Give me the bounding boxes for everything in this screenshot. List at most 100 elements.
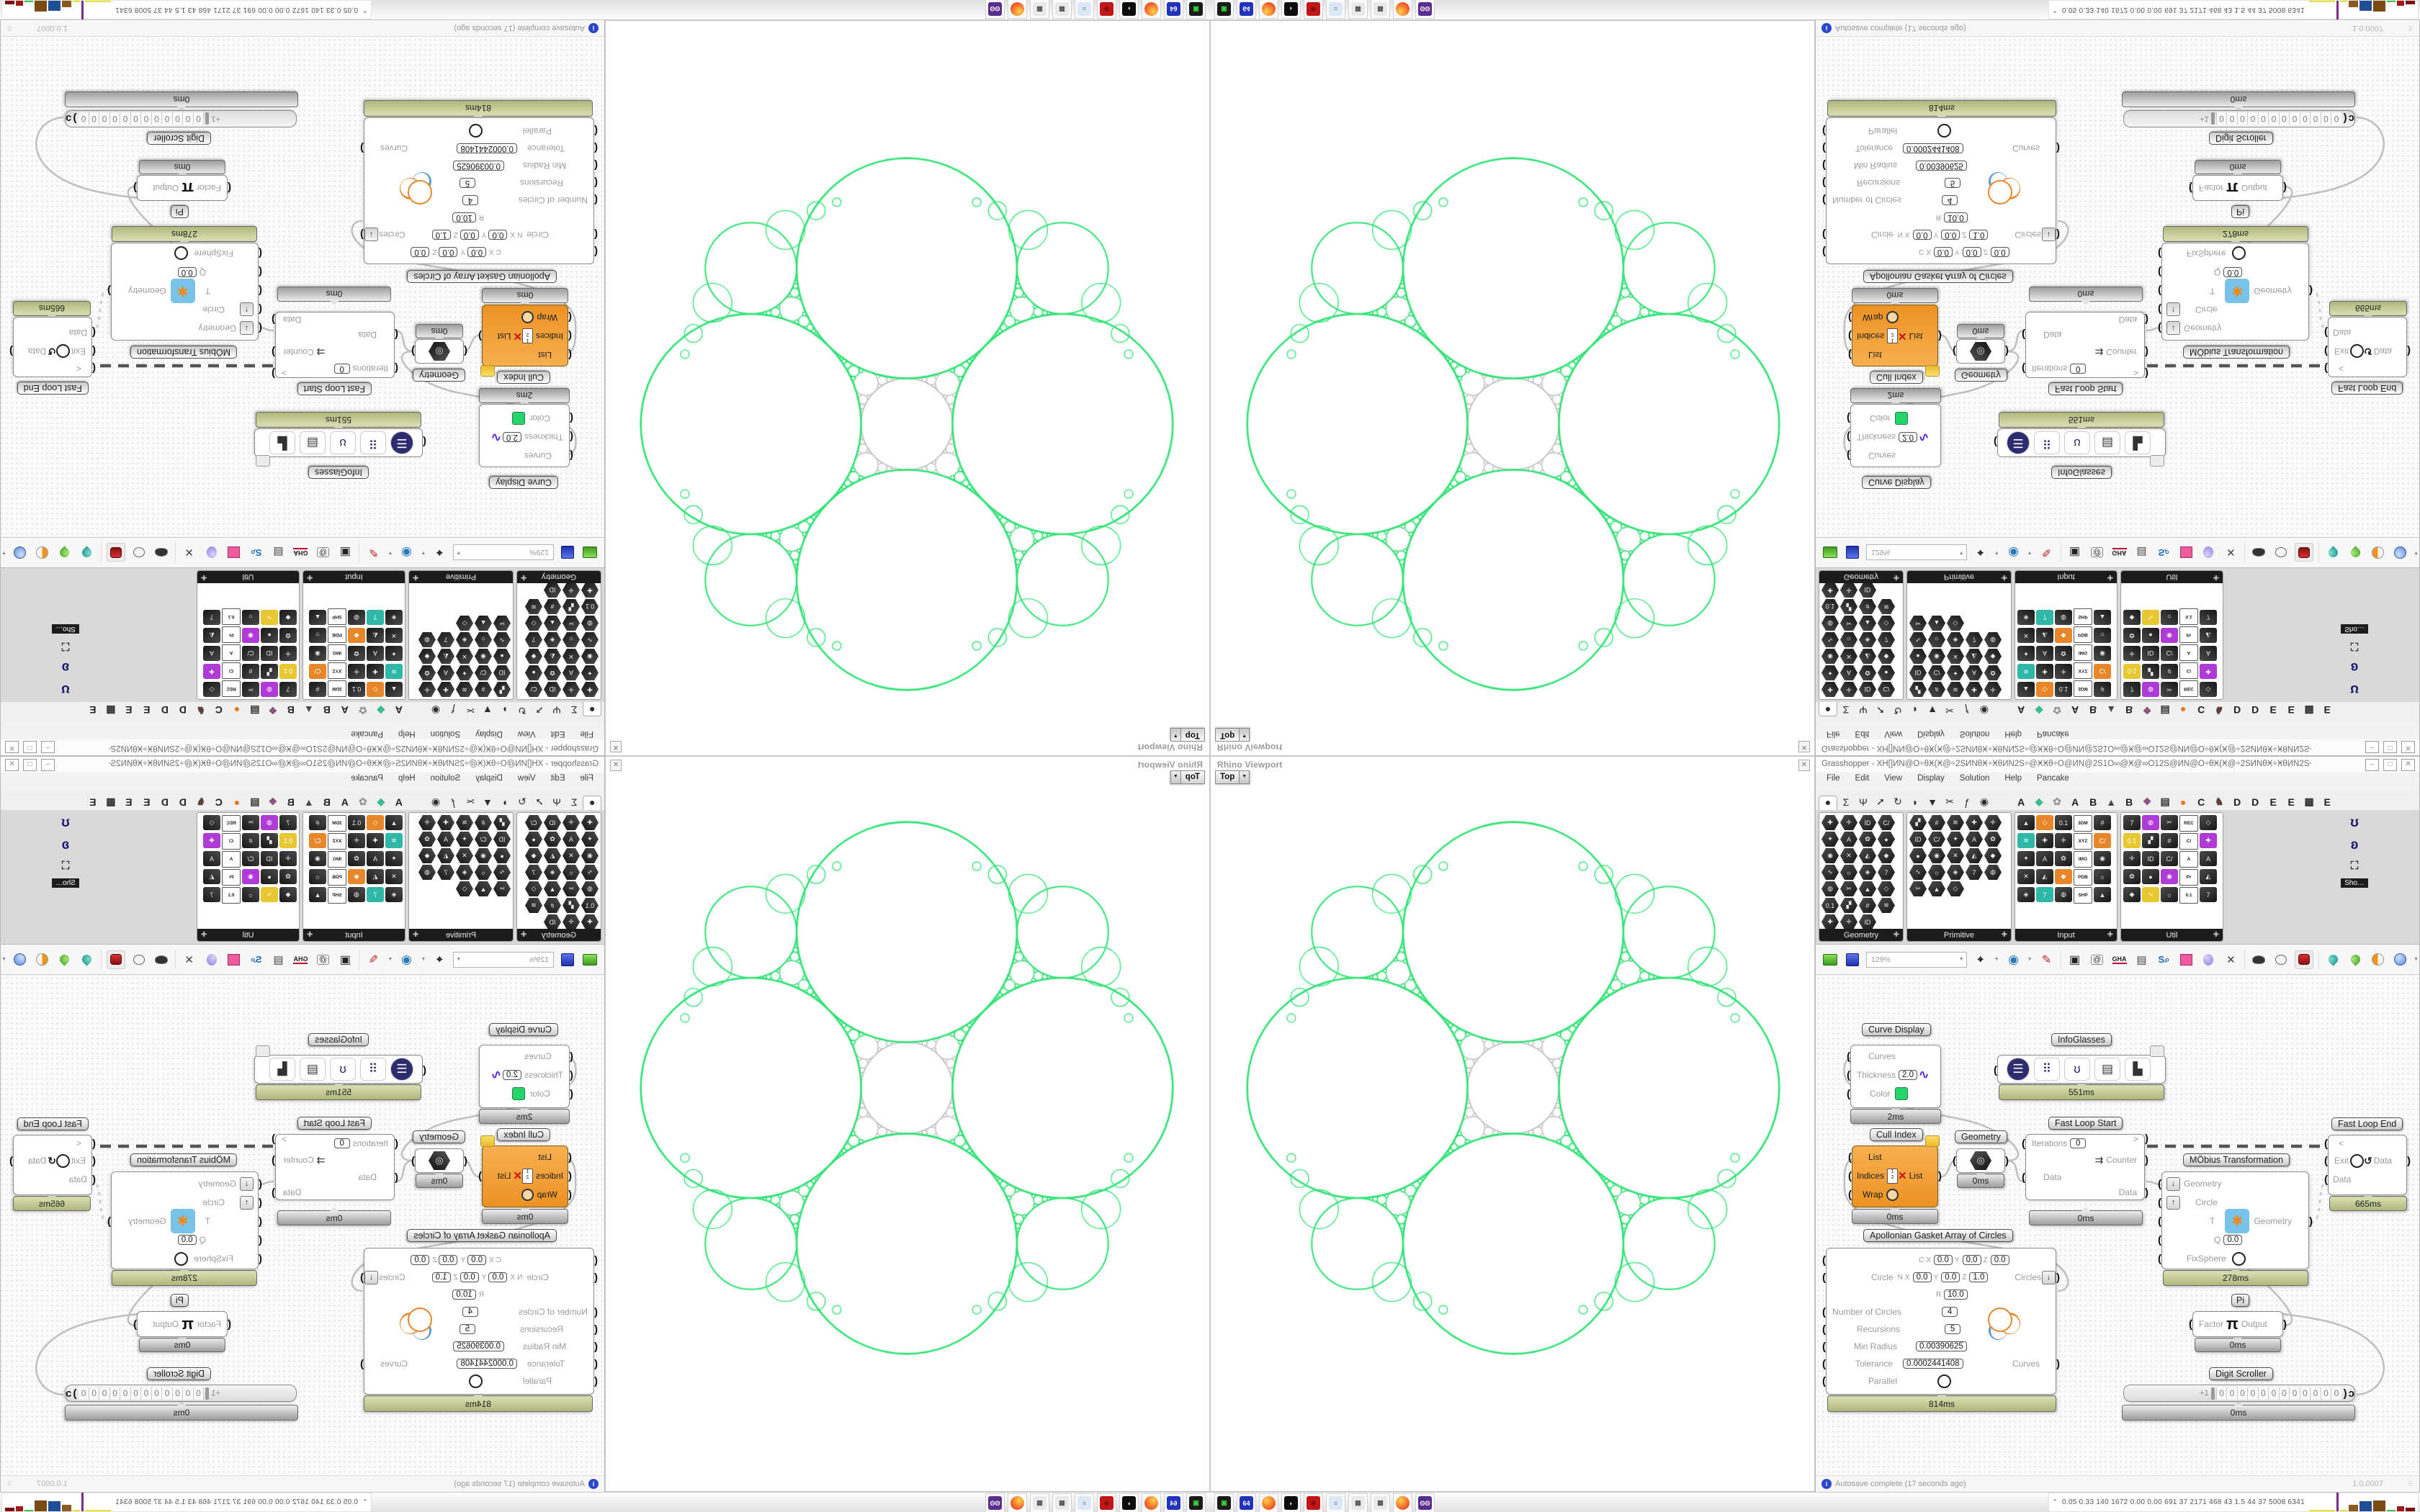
- value-box[interactable]: 1.0: [1969, 1272, 1989, 1282]
- value-box[interactable]: 0.0002441408: [457, 143, 517, 153]
- component-icon[interactable]: ✚: [2036, 664, 2053, 679]
- node-label-fast-loop-end[interactable]: Fast Loop End: [17, 382, 89, 395]
- input-port[interactable]: (: [594, 1340, 598, 1353]
- tab-plugin-17[interactable]: E: [2323, 704, 2331, 716]
- component-icon[interactable]: ▞: [1909, 815, 1927, 830]
- scroller-digit[interactable]: 0: [2215, 1387, 2227, 1400]
- tab-plugin-2[interactable]: ✿: [358, 796, 367, 807]
- component-icon[interactable]: ◇: [203, 815, 220, 830]
- value-box[interactable]: 5: [459, 178, 475, 188]
- glasses-icon[interactable]: ʊ: [61, 682, 70, 697]
- find-icon[interactable]: S⌕: [250, 953, 262, 965]
- view-selector-button[interactable]: Top ▼: [1170, 728, 1205, 742]
- component-icon[interactable]: ✕: [1947, 848, 1964, 863]
- component-icon[interactable]: ✦: [2017, 646, 2035, 661]
- component-icon[interactable]: ID: [1859, 682, 1876, 697]
- easel-icon[interactable]: ⛶: [2350, 860, 2359, 872]
- output-port[interactable]: ): [272, 1153, 275, 1166]
- expand-icon[interactable]: ⌃: [2052, 6, 2058, 14]
- output-port[interactable]: ): [2056, 142, 2060, 155]
- puzzle-icon[interactable]: ▙: [269, 1058, 295, 1081]
- menu-item-help[interactable]: Help: [398, 774, 416, 783]
- sphere-blue-icon[interactable]: [12, 951, 29, 968]
- scroller-digit[interactable]: 0: [2331, 112, 2341, 125]
- component-icon[interactable]: ●: [1878, 832, 1895, 847]
- component-icon[interactable]: ▞: [493, 682, 511, 697]
- component-icon[interactable]: 7: [1878, 865, 1895, 880]
- component-icon[interactable]: ☼: [242, 887, 259, 902]
- component-icon[interactable]: 0.1: [2055, 815, 2072, 830]
- component-icon[interactable]: ◉: [242, 628, 259, 643]
- output-port[interactable]: ): [360, 1271, 364, 1284]
- value-box[interactable]: 10.0: [1944, 212, 1968, 222]
- input-port[interactable]: (: [594, 246, 598, 258]
- tab-plugin-0[interactable]: A: [395, 796, 403, 808]
- tab-plugin-10[interactable]: C: [2197, 704, 2205, 716]
- output-port[interactable]: ): [272, 367, 275, 379]
- component-icon[interactable]: ☼: [1840, 632, 1857, 647]
- component-icon[interactable]: ✦: [581, 832, 599, 847]
- value-box[interactable]: 0.0: [411, 1255, 430, 1265]
- component-icon[interactable]: ∿: [581, 865, 599, 880]
- component-icon[interactable]: ◇: [2036, 815, 2053, 830]
- node-mobius[interactable]: ( ↓ Geometry ( ↑ Circle ( T ✱ Geometry )…: [107, 243, 262, 341]
- maximize-button[interactable]: □: [2383, 741, 2397, 753]
- value-box[interactable]: 5: [1945, 178, 1961, 188]
- component-icon[interactable]: ≋: [1947, 682, 1964, 697]
- exit-toggle[interactable]: [2350, 1153, 2365, 1168]
- component-icon[interactable]: A: [437, 665, 454, 680]
- component-icon[interactable]: ✚: [1821, 815, 1839, 830]
- component-icon[interactable]: ▲: [309, 887, 326, 902]
- component-icon[interactable]: ◍: [581, 881, 599, 896]
- chevron-down-icon[interactable]: ▼: [1240, 729, 1250, 741]
- component-icon[interactable]: 3DM: [2074, 815, 2092, 832]
- component-icon[interactable]: ◈: [544, 632, 561, 647]
- input-port[interactable]: (: [464, 345, 467, 358]
- component-icon[interactable]: A: [437, 832, 454, 847]
- cat-bw-icon[interactable]: ◗: [1119, 1493, 1139, 1512]
- component-icon[interactable]: ✿: [418, 665, 436, 680]
- component-icon[interactable]: C/: [475, 832, 492, 847]
- input-port[interactable]: (: [568, 311, 572, 324]
- component-icon[interactable]: ◍: [418, 632, 436, 647]
- component-icon[interactable]: ✚: [203, 833, 220, 848]
- component-icon[interactable]: ▲: [2017, 682, 2035, 697]
- scroller-digit[interactable]: 0: [2299, 112, 2311, 125]
- input-port[interactable]: (: [259, 1252, 262, 1265]
- wires-cross-icon[interactable]: ✕: [184, 953, 194, 966]
- component-icon[interactable]: ID: [261, 646, 278, 661]
- component-icon[interactable]: C/: [475, 665, 492, 680]
- component-icon[interactable]: ✛: [1984, 682, 2002, 697]
- tab-icon-1[interactable]: Σ: [1842, 704, 1850, 716]
- value-box[interactable]: 0.0: [467, 1255, 487, 1265]
- input-port[interactable]: (: [570, 1068, 573, 1081]
- component-icon[interactable]: ✚: [1821, 582, 1839, 598]
- component-icon[interactable]: ✛: [563, 682, 580, 697]
- expand-icon[interactable]: ⌃: [362, 1498, 368, 1506]
- component-icon[interactable]: ID: [544, 815, 561, 830]
- component-icon[interactable]: #: [1859, 599, 1876, 614]
- output-port[interactable]: ): [2407, 345, 2411, 358]
- q-value[interactable]: 0.0: [2223, 267, 2243, 277]
- tab-plugin-16[interactable]: ▩: [2304, 796, 2314, 807]
- wrap-toggle[interactable]: [521, 311, 534, 324]
- annotate-at-icon[interactable]: @: [2089, 544, 2106, 562]
- output-port[interactable]: ): [2145, 313, 2148, 326]
- zoom-extents-icon[interactable]: ⌖: [1977, 546, 1984, 559]
- component-icon[interactable]: #: [475, 682, 492, 697]
- component-icon[interactable]: ◭: [437, 649, 454, 664]
- glasses-icon[interactable]: ʊ: [2350, 815, 2359, 830]
- component-icon[interactable]: ◍: [348, 610, 365, 625]
- component-icon[interactable]: ✚: [367, 664, 384, 679]
- component-icon[interactable]: C/: [222, 833, 241, 850]
- component-icon[interactable]: ▞: [1840, 599, 1857, 614]
- scroller-digit[interactable]: 0: [183, 112, 194, 125]
- component-icon[interactable]: ✿: [1859, 832, 1876, 847]
- tab-plugin-8[interactable]: ▤: [250, 705, 260, 716]
- close-button[interactable]: ✕: [5, 741, 19, 753]
- tab-plugin-14[interactable]: E: [2269, 704, 2277, 716]
- component-icon[interactable]: Pr: [2179, 869, 2198, 886]
- tab-plugin-9[interactable]: ●: [2179, 704, 2187, 716]
- gha-export-icon[interactable]: GHA: [2112, 548, 2127, 557]
